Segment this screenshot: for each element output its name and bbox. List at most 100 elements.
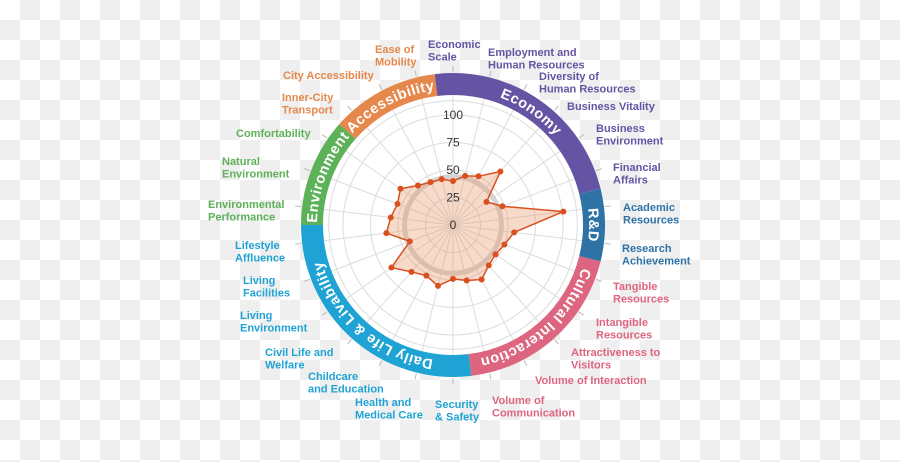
reference-circle [402, 174, 504, 276]
label-tick [295, 205, 302, 208]
data-point [560, 208, 567, 215]
category-label-line: Civil Life and [265, 347, 333, 359]
category-label-line: Visitors [571, 360, 611, 372]
grid-spoke [452, 224, 583, 242]
category-label-line: Intangible [596, 317, 648, 329]
category-label: Inner-City Transport [282, 92, 334, 117]
grid-spoke [331, 178, 454, 226]
data-point [414, 182, 421, 189]
data-point [475, 173, 482, 180]
tick-label: 75 [446, 136, 460, 150]
category-label-line: Achievement [622, 256, 691, 268]
data-point [434, 282, 441, 289]
category-label-line: Welfare [265, 360, 305, 372]
label-tick [554, 339, 559, 345]
grid-spoke [452, 127, 540, 226]
data-point [501, 241, 508, 248]
category-label: Tangible Resources [613, 281, 669, 306]
category-label-line: Security [435, 399, 479, 411]
category-label-line: Mobility [375, 57, 417, 69]
data-point [511, 229, 518, 236]
group-band [301, 124, 356, 225]
data-point [478, 276, 485, 283]
label-tick [321, 311, 328, 316]
category-label-line: & Safety [435, 412, 480, 424]
category-label: Volume of Interaction [535, 375, 647, 387]
category-label-line: Diversity of [539, 71, 599, 83]
category-label: Employment and Human Resources [488, 47, 585, 72]
grid [295, 66, 611, 384]
label-tick [414, 70, 417, 77]
category-label-line: Communication [492, 408, 575, 420]
category-label-line: and Education [308, 384, 384, 396]
category-label: Security & Safety [435, 399, 480, 424]
data-point [497, 168, 504, 175]
category-label-line: Economic [428, 39, 481, 51]
grid-spoke [452, 98, 485, 226]
data-point [492, 251, 499, 258]
data-point [406, 238, 413, 245]
data-point [387, 214, 394, 221]
category-label: Financial Affairs [613, 162, 661, 187]
category-labels: Economic Scale Employment and Human Resourc… [208, 39, 691, 424]
data-point [397, 185, 404, 192]
category-label-line: Environment [240, 323, 308, 335]
category-label: Living Environment [240, 310, 308, 335]
category-label: Comfortability [236, 128, 311, 140]
category-label-line: Transport [282, 105, 333, 117]
category-label: Environmental Performance [208, 199, 284, 224]
label-tick [523, 83, 528, 90]
category-label: Childcare and Education [308, 371, 384, 396]
label-tick [554, 105, 559, 111]
group-band [434, 73, 601, 194]
tick-label: 100 [443, 108, 463, 122]
category-label: Civil Life and Welfare [265, 347, 333, 372]
category-label: Economic Scale [428, 39, 481, 64]
category-label-line: Living [243, 275, 275, 287]
grid-spoke [331, 224, 454, 272]
grid-spoke [392, 224, 454, 341]
data-point [462, 172, 469, 179]
data-point [485, 262, 492, 269]
grid-spoke [452, 109, 514, 226]
category-label: Academic Resources [623, 202, 679, 227]
category-label: Research Achievement [622, 243, 691, 268]
category-label: Natural Environment [222, 156, 290, 181]
category-label-line: Resources [623, 215, 679, 227]
category-label-line: Affairs [613, 175, 648, 187]
label-tick [347, 105, 352, 111]
grid-spoke [452, 224, 540, 323]
grid-spoke [366, 127, 454, 226]
category-label-line: Employment and [488, 47, 577, 59]
data-point [427, 179, 434, 186]
category-label-line: Childcare [308, 371, 358, 383]
category-label: City Accessibility [283, 70, 375, 82]
category-label: Ease of Mobility [375, 44, 417, 69]
data-point [483, 198, 490, 205]
category-label-line: City Accessibility [283, 70, 375, 82]
category-label-line: Affluence [235, 253, 285, 265]
grid-spoke [345, 224, 454, 300]
group-label: R&D [584, 208, 601, 243]
category-label-line: Environment [596, 136, 664, 148]
label-tick [489, 373, 492, 380]
category-label: Business Environment [596, 123, 664, 148]
category-label: Health and Medical Care [355, 397, 423, 422]
radial-tick-labels: 0 25 50 75 100 [443, 108, 463, 232]
category-label-line: Attractiveness to [571, 347, 661, 359]
tick-label: 25 [446, 191, 460, 205]
category-label: Business Vitality [567, 101, 656, 113]
grid-spoke [452, 224, 561, 300]
grid-spoke [452, 178, 575, 226]
category-label-line: Business Vitality [567, 101, 656, 113]
label-tick [595, 278, 602, 282]
category-label-line: Volume of Interaction [535, 375, 647, 387]
label-tick [414, 373, 417, 380]
category-label-line: Health and [355, 397, 411, 409]
category-label-line: Medical Care [355, 410, 423, 422]
label-tick [578, 311, 585, 316]
category-label: Lifestyle Affluence [235, 240, 285, 265]
category-label: Attractiveness to Visitors [571, 347, 661, 372]
category-label-line: Business [596, 123, 645, 135]
